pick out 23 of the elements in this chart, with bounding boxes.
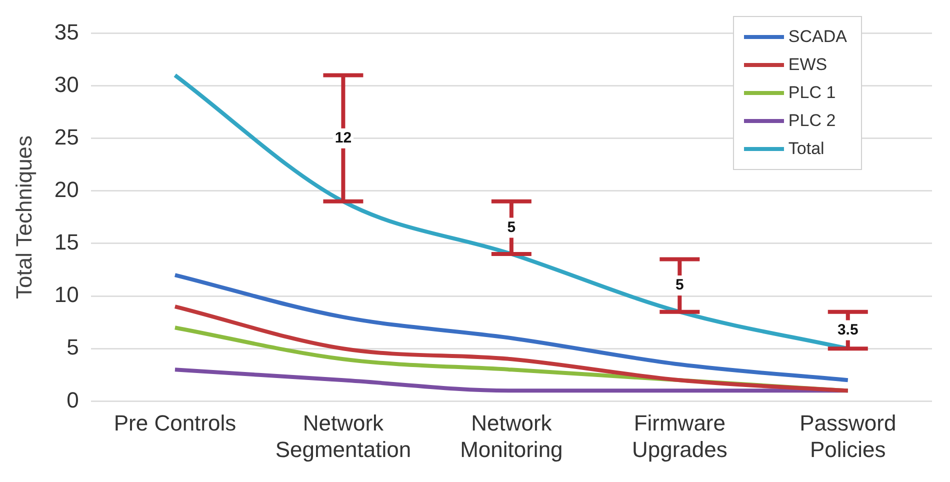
legend-label: PLC 1 [788, 82, 836, 104]
y-axis-title: Total Techniques [11, 135, 36, 299]
y-tick-label: 10 [54, 282, 79, 308]
x-tick-label: Network Segmentation [275, 410, 412, 462]
annotation: 3.5 [837, 321, 858, 338]
x-tick-label: Network Monitoring [460, 410, 563, 462]
x-tick-label: Firmware Upgrades [632, 410, 728, 462]
legend-label: Total [788, 138, 824, 160]
y-tick-label: 35 [54, 19, 79, 44]
annotation: 12 [334, 129, 352, 146]
y-tick-label: 15 [54, 230, 79, 255]
y-tick-label: 0 [66, 387, 79, 412]
x-tick-label: Pre Controls [114, 410, 236, 436]
legend-label: PLC 2 [788, 110, 836, 132]
legend-label: SCADA [788, 26, 847, 48]
y-tick-label: 5 [66, 334, 79, 360]
y-tick-label: 30 [54, 72, 79, 97]
legend-label: EWS [788, 54, 828, 76]
y-tick-label: 20 [54, 176, 79, 202]
annotation: 5 [675, 276, 684, 294]
annotation: 5 [507, 218, 516, 236]
x-tick-label: Password Policies [800, 410, 896, 462]
y-tick-label: 25 [54, 124, 79, 150]
